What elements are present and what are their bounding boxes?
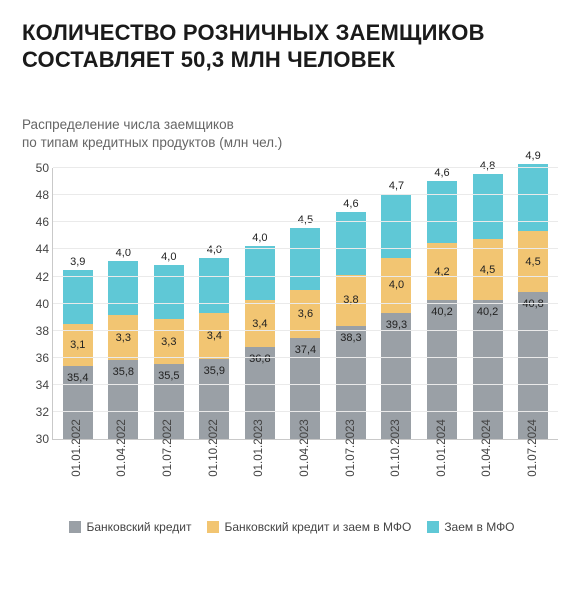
bar-segment-mfo: 4,0 [154, 265, 184, 319]
bar-segment-mfo: 4,8 [473, 174, 503, 239]
y-tick-label: 38 [23, 324, 49, 338]
bar-value-bank-mfo: 3,1 [63, 339, 93, 351]
legend-item: Банковский кредит [69, 520, 191, 534]
y-tick-label: 36 [23, 351, 49, 365]
subtitle-line-1: Распределение числа заемщиков [22, 117, 234, 132]
legend-item: Заем в МФО [427, 520, 514, 534]
bar-value-bank-mfo: 4,0 [381, 279, 411, 291]
bar-value-bank: 35,4 [63, 372, 93, 384]
x-tick-label: 01.04.2023 [290, 444, 320, 518]
bar-value-bank: 36,8 [245, 353, 275, 365]
bar-segment-bank-mfo: 3,8 [336, 275, 366, 327]
bar-segment-bank-mfo: 4,0 [381, 258, 411, 312]
chart-container: 35,4 3,1 3,9 35,8 3,3 4,0 35,5 3,3 4,0 35,9 3,4 4,0… [22, 158, 562, 518]
page-title: КОЛИЧЕСТВО РОЗНИЧНЫХ ЗАЕМЩИКОВ СОСТАВЛЯЕ… [22, 20, 562, 74]
y-tick-label: 50 [23, 161, 49, 175]
bar-value-bank-mfo: 4,5 [518, 256, 548, 268]
legend-label: Заем в МФО [444, 520, 514, 534]
bar-value-bank: 37,4 [290, 344, 320, 356]
bar-segment-mfo: 3,9 [63, 270, 93, 323]
bar: 35,5 3,3 4,0 [154, 265, 184, 439]
bar-value-mfo: 4,8 [473, 160, 503, 172]
bar-segment-bank-mfo: 3,4 [245, 300, 275, 346]
y-tick-label: 30 [23, 432, 49, 446]
y-tick-label: 42 [23, 270, 49, 284]
bar-segment-mfo: 4,0 [199, 258, 229, 312]
bar: 35,4 3,1 3,9 [63, 270, 93, 439]
bar: 40,2 4,5 4,8 [473, 174, 503, 439]
x-tick-label: 01.10.2023 [381, 444, 411, 518]
y-tick-label: 34 [23, 378, 49, 392]
y-tick-label: 48 [23, 188, 49, 202]
bar-value-bank-mfo: 3,4 [199, 330, 229, 342]
bar-value-mfo: 4,0 [199, 244, 229, 256]
bar-value-bank: 40,2 [427, 306, 457, 318]
bar: 39,34,04,7 [381, 194, 411, 439]
bar-value-bank-mfo: 3,8 [336, 294, 366, 306]
bar-segment-mfo: 4,6 [427, 181, 457, 244]
x-tick-label: 01.04.2024 [472, 444, 502, 518]
bar-segment-bank-mfo: 3,4 [199, 313, 229, 359]
y-tick-label: 40 [23, 297, 49, 311]
bar-value-bank: 35,5 [154, 370, 184, 382]
bar-segment-mfo: 4,0 [108, 261, 138, 315]
legend-swatch [427, 521, 439, 533]
chart-x-labels: 01.01.2022 01.04.2022 01.07.2022 01.10.2022… [52, 444, 558, 518]
bar-segment-bank-mfo: 4,5 [518, 231, 548, 292]
bar-value-mfo: 4,0 [154, 251, 184, 263]
bar-value-bank: 40,2 [473, 306, 503, 318]
x-tick-label: 01.07.2023 [336, 444, 366, 518]
x-tick-label: 01.01.2022 [62, 444, 92, 518]
bar-value-bank-mfo: 4,5 [473, 264, 503, 276]
bar: 35,8 3,3 4,0 [108, 261, 138, 439]
bar-value-bank-mfo: 3,4 [245, 318, 275, 330]
chart-subtitle: Распределение числа заемщиков по типам к… [22, 116, 562, 152]
bar-value-mfo: 4,0 [245, 232, 275, 244]
subtitle-line-2: по типам кредитных продуктов (млн чел.) [22, 135, 282, 150]
x-tick-label: 01.01.2024 [427, 444, 457, 518]
x-tick-label: 01.07.2022 [153, 444, 183, 518]
bar-segment-bank: 40,8 [518, 292, 548, 439]
bar-value-mfo: 3,9 [63, 256, 93, 268]
bar-segment-bank-mfo: 3,6 [290, 290, 320, 339]
bar-value-bank: 35,9 [199, 365, 229, 377]
x-tick-label: 01.10.2022 [199, 444, 229, 518]
bar: 40,2 4,24,6 [427, 181, 457, 439]
bar-value-bank: 40,8 [518, 298, 548, 310]
bar-value-mfo: 4,6 [427, 167, 457, 179]
y-tick-label: 44 [23, 242, 49, 256]
legend-label: Банковский кредит [86, 520, 191, 534]
legend-item: Банковский кредит и заем в МФО [207, 520, 411, 534]
y-tick-label: 46 [23, 215, 49, 229]
legend-swatch [69, 521, 81, 533]
x-tick-label: 01.04.2022 [107, 444, 137, 518]
bar-value-bank-mfo: 3,3 [108, 332, 138, 344]
x-tick-label: 01.01.2023 [244, 444, 274, 518]
bar-segment-bank-mfo: 4,2 [427, 243, 457, 300]
bar-value-mfo: 4,6 [336, 198, 366, 210]
bar-value-bank: 38,3 [336, 332, 366, 344]
legend-swatch [207, 521, 219, 533]
bar-segment-mfo: 4,0 [245, 246, 275, 300]
y-tick-label: 32 [23, 405, 49, 419]
chart-bars: 35,4 3,1 3,9 35,8 3,3 4,0 35,5 3,3 4,0 35,9 3,4 4,0… [53, 168, 558, 439]
x-tick-label: 01.07.2024 [518, 444, 548, 518]
bar-value-mfo: 4,9 [518, 150, 548, 162]
bar-value-bank-mfo: 3,6 [290, 308, 320, 320]
chart-legend: Банковский кредит Банковский кредит и зае… [22, 520, 562, 534]
bar-value-bank-mfo: 3,3 [154, 336, 184, 348]
legend-label: Банковский кредит и заем в МФО [224, 520, 411, 534]
bar-value-mfo: 4,7 [381, 180, 411, 192]
bar-value-bank: 35,8 [108, 366, 138, 378]
bar: 38,33,84,6 [336, 212, 366, 439]
bar-segment-mfo: 4,5 [290, 228, 320, 289]
bar: 37,4 3,6 4,5 [290, 228, 320, 439]
bar-segment-bank-mfo: 3,3 [108, 315, 138, 360]
chart-plot-area: 35,4 3,1 3,9 35,8 3,3 4,0 35,5 3,3 4,0 35,9 3,4 4,0… [52, 168, 558, 440]
